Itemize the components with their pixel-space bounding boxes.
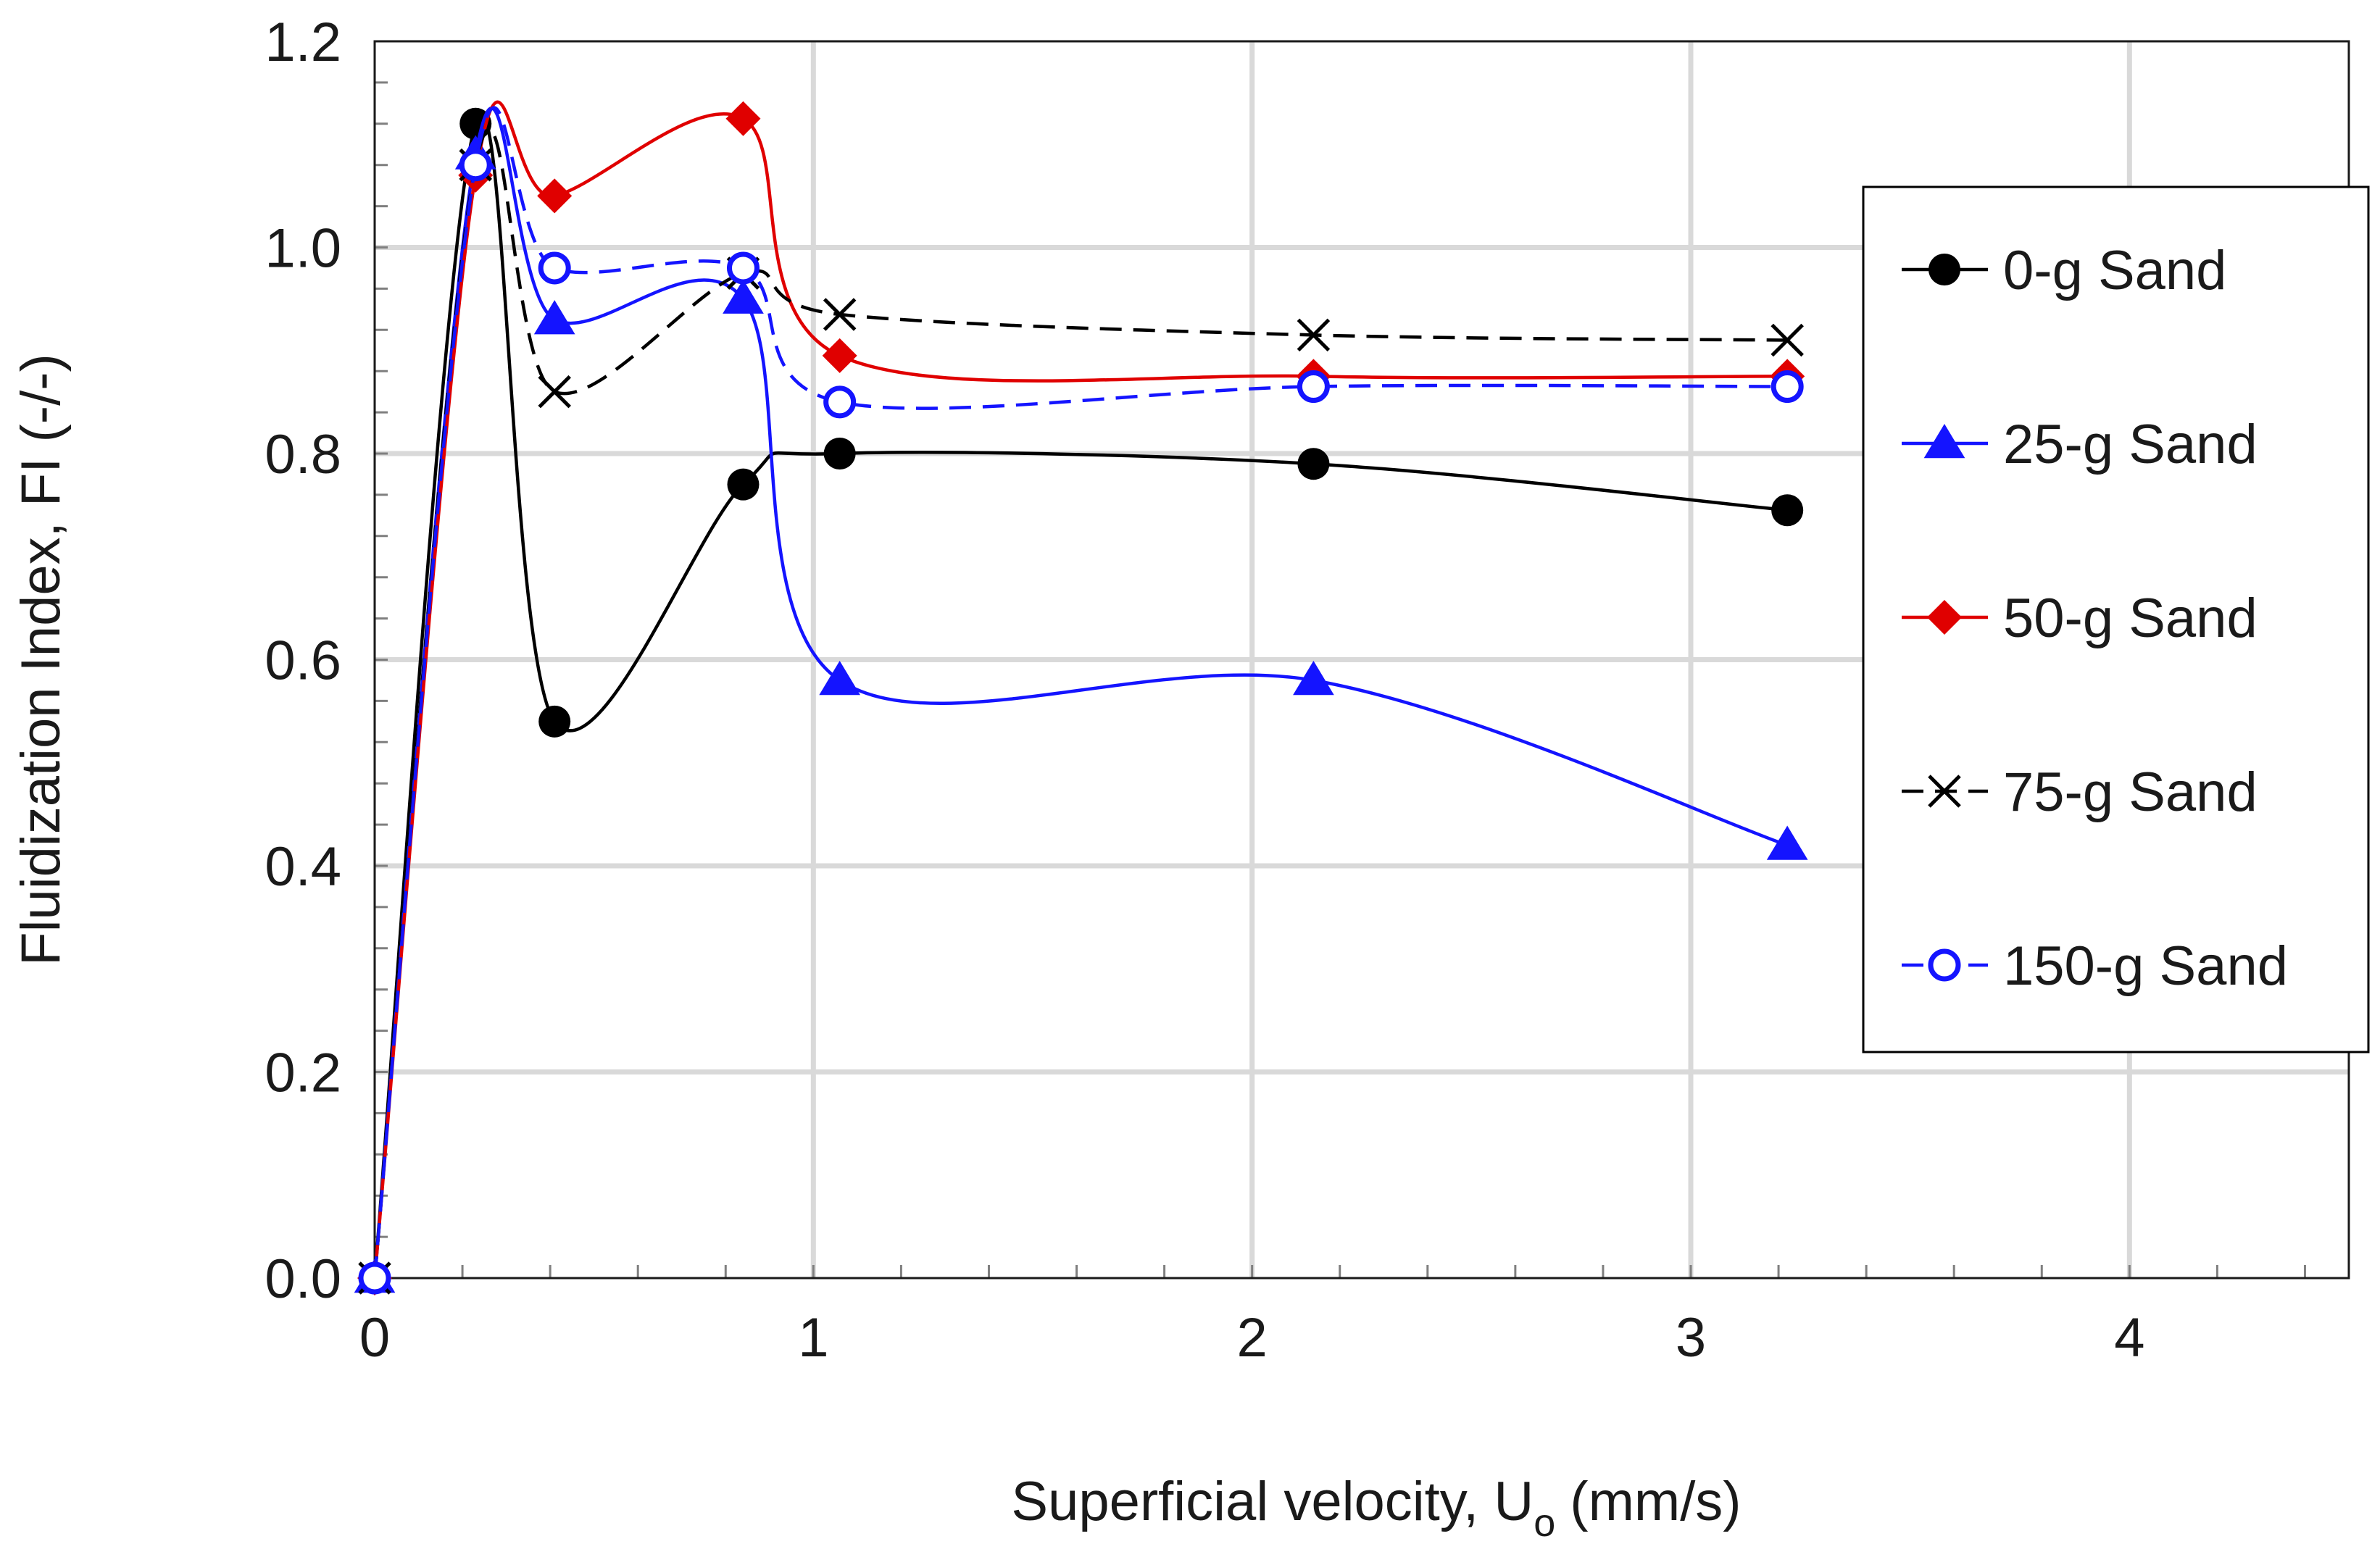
y-tick-label: 0.2 bbox=[265, 1043, 341, 1104]
series-layer bbox=[354, 100, 1808, 1295]
x-tick-label: 1 bbox=[798, 1307, 828, 1369]
data-point bbox=[538, 375, 571, 409]
data-point bbox=[727, 468, 760, 501]
tick-label-layer: 0 1 2 3 4 0.0 0.2 0.4 0.6 0.8 1.0 1.2 bbox=[265, 12, 2144, 1369]
data-point bbox=[1771, 323, 1804, 357]
legend-item: 0-g Sand bbox=[1902, 240, 2226, 301]
data-point bbox=[822, 338, 857, 373]
data-point bbox=[538, 705, 571, 738]
x-tick-label: 3 bbox=[1676, 1307, 1706, 1369]
legend-label: 25-g Sand bbox=[2003, 414, 2258, 475]
data-point bbox=[723, 279, 764, 314]
legend-label: 150-g Sand bbox=[2003, 935, 2288, 997]
data-point bbox=[726, 251, 760, 285]
legend-marker bbox=[1928, 948, 1961, 982]
data-point bbox=[1293, 660, 1334, 696]
data-point bbox=[459, 149, 492, 182]
data-point bbox=[1771, 494, 1804, 527]
data-point bbox=[725, 101, 761, 136]
legend-marker bbox=[1928, 775, 1961, 808]
legend-item: 50-g Sand bbox=[1902, 588, 2258, 649]
data-point bbox=[823, 385, 857, 419]
y-axis-title: Fluidization Index, FI (-/-) bbox=[10, 354, 72, 966]
x-tick-label: 4 bbox=[2114, 1307, 2144, 1369]
x-tick-label: 0 bbox=[359, 1307, 390, 1369]
y-tick-label: 1.0 bbox=[265, 218, 341, 280]
data-point bbox=[1771, 370, 1804, 404]
data-point bbox=[823, 298, 857, 331]
series-150-g-sand bbox=[358, 106, 1804, 1295]
legend-marker bbox=[1923, 424, 1965, 459]
data-point bbox=[538, 251, 571, 285]
x-axis-title: Superficial velocity, Uo (mm/s) bbox=[1011, 1471, 1741, 1545]
minor-tick-layer bbox=[375, 81, 2306, 1278]
legend-marker bbox=[1928, 254, 1960, 285]
legend-item: 150-g Sand bbox=[1902, 935, 2288, 997]
legend-label: 0-g Sand bbox=[2003, 240, 2226, 301]
data-point bbox=[1297, 370, 1330, 404]
data-point bbox=[819, 660, 861, 696]
y-tick-label: 0.4 bbox=[265, 836, 341, 898]
legend-items: 0-g Sand 25-g Sand 50-g Sand 75-g Sand 150-g… bbox=[1902, 240, 2288, 997]
x-axis-title-unit: (mm/s) bbox=[1570, 1471, 1741, 1532]
x-axis-title-main: Superficial velocity, U bbox=[1011, 1471, 1534, 1532]
y-tick-label: 0.0 bbox=[265, 1248, 341, 1310]
x-axis-title-subscript: o bbox=[1534, 1501, 1555, 1545]
legend-label: 50-g Sand bbox=[2003, 588, 2258, 649]
legend-item: 25-g Sand bbox=[1902, 414, 2258, 475]
legend-item: 75-g Sand bbox=[1902, 761, 2258, 823]
y-tick-label: 0.6 bbox=[265, 630, 341, 692]
legend: 0-g Sand 25-g Sand 50-g Sand 75-g Sand 150-g… bbox=[1862, 185, 2370, 1053]
data-point bbox=[1297, 318, 1331, 352]
legend-label: 75-g Sand bbox=[2003, 761, 2258, 823]
data-point bbox=[823, 438, 856, 470]
data-point bbox=[533, 300, 575, 335]
data-point bbox=[1766, 825, 1808, 860]
y-tick-label: 1.2 bbox=[265, 12, 341, 73]
data-point bbox=[358, 1261, 391, 1295]
data-point bbox=[537, 178, 573, 214]
x-tick-label: 2 bbox=[1237, 1307, 1268, 1369]
legend-marker bbox=[1927, 600, 1962, 635]
series-line bbox=[373, 112, 1788, 1279]
data-point bbox=[1297, 448, 1330, 480]
y-tick-label: 0.8 bbox=[265, 424, 341, 485]
